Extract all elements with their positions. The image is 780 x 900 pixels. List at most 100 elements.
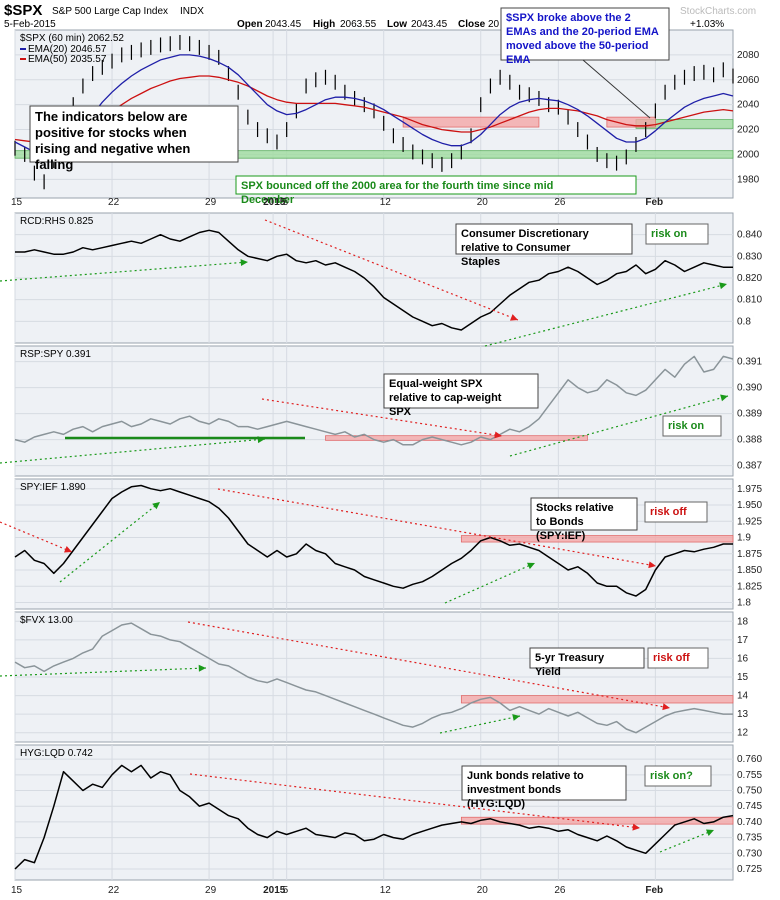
- x-tick-label: 2015: [263, 197, 286, 208]
- y-tick-label: 1980: [737, 174, 760, 185]
- panel-label: HYG:LQD 0.742: [20, 748, 93, 759]
- x-tick-label: 22: [108, 197, 120, 208]
- trend-arrow: [187, 621, 671, 711]
- panel-spy-ief: 1.8 1.825 1.850 1.875 1.9 1.925 1.950 1.975 SPY:…: [14, 478, 762, 610]
- chart-index-name: S&P 500 Large Cap Index: [52, 6, 168, 17]
- y-tick-label: 1.975: [737, 484, 762, 495]
- chart-symbol: $SPX: [4, 2, 42, 19]
- y-tick-label: 0.760: [737, 754, 762, 765]
- red-zone: [325, 435, 588, 441]
- x-tick-label: 15: [11, 885, 23, 896]
- trend-arrow: [444, 562, 536, 604]
- trend-arrow: [261, 398, 503, 439]
- trend-arrow: [0, 521, 73, 553]
- low-value: 2043.45: [411, 19, 448, 30]
- y-tick-label: 18: [737, 616, 749, 627]
- y-tick-label: 0.725: [737, 864, 762, 875]
- annotation-text: risk on: [668, 420, 704, 432]
- trend-arrow: [659, 829, 715, 853]
- annotation-text: 5-yr Treasury Yield: [535, 652, 605, 678]
- panel-label: RSP:SPY 0.391: [20, 349, 91, 360]
- annotation-text: risk on: [651, 228, 687, 240]
- trend-arrow: [264, 219, 519, 321]
- y-tick-label: 0.820: [737, 273, 762, 284]
- red-zone: [460, 695, 734, 704]
- y-tick-label: 1.8: [737, 598, 751, 609]
- panel-rsp-spy: 0.387 0.388 0.389 0.390 0.391 RSP:SPY 0.391 Eq…: [14, 345, 762, 477]
- annotation-box: Equal-weight SPX relative to cap-weight SP…: [383, 373, 539, 418]
- x-tick-label: 20: [477, 885, 489, 896]
- panel-label: SPY:IEF 1.890: [20, 482, 86, 493]
- y-tick-label: 1.825: [737, 581, 762, 592]
- annotation-text: SPX bounced off the 2000 area for the fo…: [241, 180, 553, 206]
- annotation-text: risk off: [650, 506, 687, 518]
- x-tick-label: Feb: [645, 885, 663, 896]
- trend-arrow: [0, 259, 249, 282]
- y-tick-label: 0.735: [737, 833, 762, 844]
- y-tick-label: 0.840: [737, 230, 762, 241]
- x-tick-label: 29: [205, 197, 217, 208]
- y-tick-label: 0.389: [737, 409, 762, 420]
- series-line-rsp-spy: [14, 355, 734, 446]
- y-tick-label: 1.9: [737, 533, 751, 544]
- series-line-rcd-rhs: [15, 229, 733, 331]
- panel-label: RCD:RHS 0.825: [20, 216, 94, 227]
- annotation-box: The indicators below are positive for sto…: [29, 105, 239, 172]
- change-pct: +1.03%: [690, 19, 724, 30]
- panel-fvx: 12 13 14 15 16 17 18 $FVX 13.00 5-yr Treasury Yie…: [14, 611, 749, 743]
- y-tick-label: 17: [737, 635, 749, 646]
- trend-arrow: [217, 488, 657, 569]
- panel-background: [14, 345, 734, 477]
- annotation-box: risk off: [647, 647, 709, 669]
- y-tick-label: 0.730: [737, 848, 762, 859]
- trend-arrow: [439, 714, 521, 734]
- y-tick-label: 0.8: [737, 316, 751, 327]
- y-tick-label: 0.830: [737, 251, 762, 262]
- x-tick-label: 12: [380, 885, 392, 896]
- y-tick-label: 0.745: [737, 801, 762, 812]
- y-tick-label: 1.875: [737, 549, 762, 560]
- red-zone: [402, 116, 540, 128]
- y-tick-label: 0.388: [737, 435, 762, 446]
- series-line-hyg-lqd: [14, 764, 734, 870]
- chart-exchange: INDX: [180, 6, 204, 17]
- annotation-text: Equal-weight SPX relative to cap-weight SP…: [389, 378, 502, 418]
- open-label: Open: [237, 19, 263, 30]
- trend-arrow: [0, 664, 207, 677]
- x-tick-label: 5: [283, 197, 289, 208]
- annotation-box: $SPX broke above the 2 EMAs and the 20-pe…: [500, 7, 670, 66]
- close-label: Close: [458, 19, 486, 30]
- y-tick-label: 2040: [737, 100, 760, 111]
- y-tick-label: 1.950: [737, 500, 762, 511]
- y-tick-label: 15: [737, 672, 749, 683]
- annotation-text: Stocks relative to Bonds (SPY:IEF): [536, 502, 614, 542]
- annotation-box: risk on?: [644, 765, 712, 787]
- annotation-box: Junk bonds relative to investment bonds (H…: [461, 765, 627, 810]
- panel-hyg-lqd: 0.725 0.730 0.735 0.740 0.745 0.750 0.755 0.760…: [14, 744, 762, 881]
- y-tick-label: 13: [737, 709, 749, 720]
- series-line-fvx: [14, 622, 733, 734]
- y-tick-label: 16: [737, 653, 749, 664]
- close-value: 20: [488, 19, 500, 30]
- x-tick-label: 5: [283, 885, 289, 896]
- y-tick-label: 0.750: [737, 786, 762, 797]
- annotation-box: Consumer Discretionary relative to Consum…: [455, 223, 633, 268]
- annotation-text: Consumer Discretionary relative to Consum…: [461, 228, 590, 268]
- chart-date: 5-Feb-2015: [4, 19, 56, 30]
- y-tick-label: 1.925: [737, 516, 762, 527]
- x-tick-label: 12: [380, 197, 392, 208]
- series-line-spy-ief: [14, 484, 733, 597]
- trend-arrow: [484, 282, 728, 347]
- y-tick-label: 14: [737, 691, 749, 702]
- x-tick-label: 15: [11, 197, 23, 208]
- annotation-text: risk on?: [650, 770, 693, 782]
- y-tick-label: 0.755: [737, 770, 762, 781]
- panel-rcd-rhs: 0.8 0.810 0.820 0.830 0.840 RCD:RHS 0.825 Cons…: [14, 212, 762, 344]
- x-tick-label: 26: [554, 197, 566, 208]
- y-tick-label: 2000: [737, 149, 760, 160]
- y-tick-label: 2080: [737, 50, 760, 61]
- x-tick-label: 22: [108, 885, 120, 896]
- high-label: High: [313, 19, 335, 30]
